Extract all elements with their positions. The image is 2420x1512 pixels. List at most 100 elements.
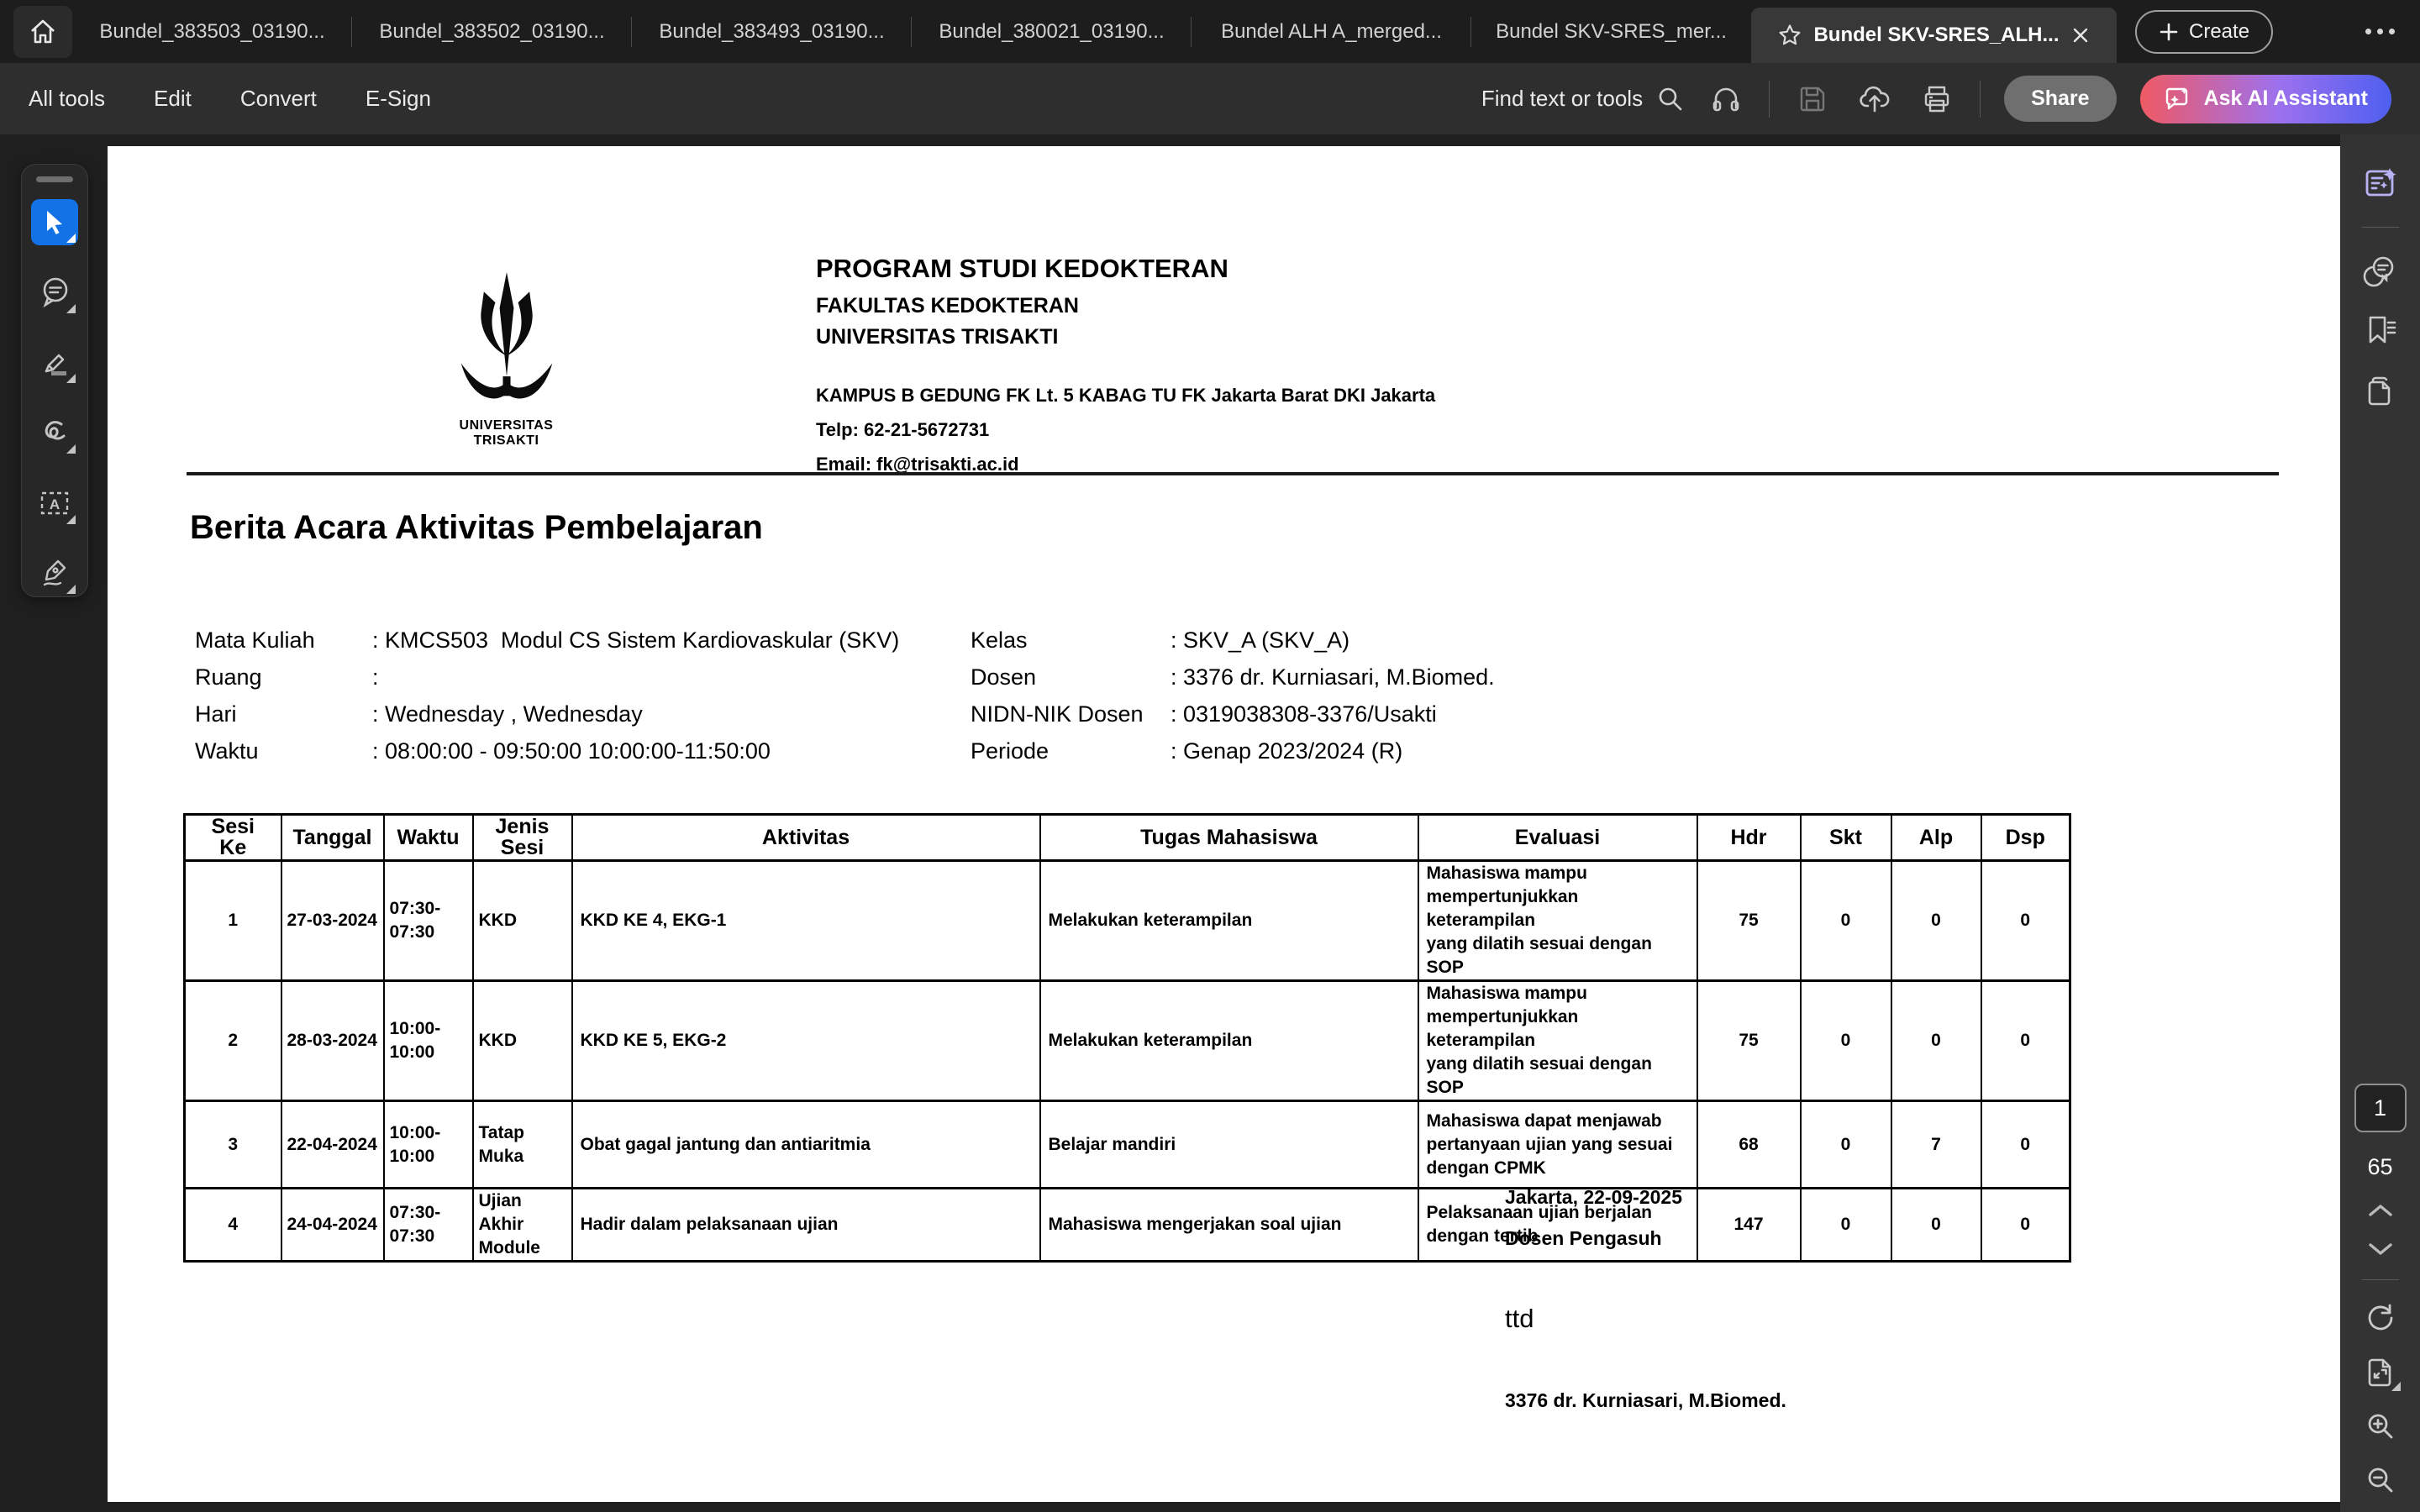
bookmarks-panel-button[interactable] (2363, 313, 2398, 349)
pages-panel-button[interactable] (2363, 374, 2398, 409)
text-box-tool-button[interactable]: A (31, 480, 78, 527)
home-icon (29, 18, 57, 46)
letterhead-university: UNIVERSITAS TRISAKTI (816, 325, 1059, 349)
tab-document-4[interactable]: Bundel_380021_03190... (912, 0, 1192, 63)
menu-convert[interactable]: Convert (239, 86, 317, 111)
letterhead-email: Email: fk@trisakti.ac.id (816, 454, 1019, 475)
next-page-button[interactable] (2366, 1241, 2395, 1257)
print-button[interactable] (1918, 80, 1956, 118)
tab-bar: Bundel_383503_03190... Bundel_383502_031… (0, 0, 2420, 63)
tab-label: Bundel_383503_03190... (99, 19, 325, 43)
close-icon[interactable] (2071, 26, 2090, 45)
fit-page-icon (2364, 1356, 2397, 1389)
quick-tools-panel: A (21, 164, 88, 597)
total-pages-label: 65 (2367, 1154, 2393, 1179)
draw-squiggle-icon (38, 416, 71, 449)
signature-name: 3376 dr. Kurniasari, M.Biomed. (1505, 1389, 1786, 1411)
tab-label: Bundel_383502_03190... (379, 19, 605, 43)
tab-label: Bundel_380021_03190... (939, 19, 1165, 43)
save-button[interactable] (1793, 80, 1832, 118)
highlighter-icon (38, 346, 71, 380)
table-row: 4 24-04-2024 07:30- 07:30 Ujian Akhir Modul… (183, 1187, 2071, 1263)
logo-caption: UNIVERSITAS TRISAKTI (459, 418, 554, 448)
signature-place-date: Jakarta, 22-09-2025 (1505, 1186, 1682, 1208)
chevron-down-icon (2366, 1241, 2395, 1257)
zoom-in-button[interactable] (2365, 1411, 2396, 1443)
tab-document-1[interactable]: Bundel_383503_03190... (72, 0, 352, 63)
headphones-icon (1711, 84, 1741, 114)
bookmark-icon (2363, 313, 2398, 349)
meta-labels-right: Kelas Dosen NIDN-NIK Dosen Periode (971, 627, 1144, 764)
draw-tool-button[interactable] (31, 409, 78, 456)
sign-tool-button[interactable] (31, 550, 78, 597)
zoom-out-button[interactable] (2365, 1465, 2396, 1497)
meta-values-right: : SKV_A (SKV_A) : 3376 dr. Kurniasari, M… (1171, 627, 1495, 764)
create-label: Create (2189, 19, 2250, 43)
save-icon (1798, 85, 1827, 113)
table-row: 1 27-03-2024 07:30- 07:30 KKD KKD KE 4, EKG-… (183, 859, 2071, 982)
menu-esign[interactable]: E-Sign (365, 86, 431, 111)
star-icon[interactable] (1778, 24, 1802, 47)
read-aloud-button[interactable] (1707, 80, 1745, 118)
search-icon (1656, 86, 1683, 113)
share-button[interactable]: Share (2004, 76, 2117, 122)
letterhead-address: KAMPUS B GEDUNG FK Lt. 5 KABAG TU FK Jak… (816, 385, 1436, 406)
plus-icon (2159, 22, 2179, 42)
letterhead-divider (187, 472, 2279, 475)
signature-role: Dosen Pengasuh (1505, 1227, 1662, 1249)
create-button[interactable]: Create (2135, 9, 2274, 54)
find-label: Find text or tools (1481, 86, 1644, 111)
home-button[interactable] (13, 5, 72, 58)
zoom-out-icon (2365, 1465, 2396, 1497)
signature-block: Jakarta, 22-09-2025 Dosen Pengasuh ttd 3… (1505, 1186, 1786, 1412)
sign-pen-icon (38, 556, 71, 590)
table-row: 3 22-04-2024 10:00- 10:00 Tatap Muka Obat ga… (183, 1100, 2071, 1189)
more-options-icon[interactable] (2365, 29, 2395, 34)
ask-ai-label: Ask AI Assistant (2203, 87, 2368, 110)
select-tool-button[interactable] (31, 198, 78, 246)
signature-ttd: ttd (1505, 1304, 1534, 1333)
tab-label: Bundel SKV-SRES_ALH... (1813, 24, 2060, 46)
menu-edit[interactable]: Edit (154, 86, 192, 111)
document-title: Berita Acara Aktivitas Pembelajaran (190, 509, 763, 546)
toolbar-menu: All tools Edit Convert E-Sign (29, 86, 431, 112)
document-viewer: UNIVERSITAS TRISAKTI PROGRAM STUDI KEDOK… (0, 134, 2420, 1512)
svg-text:A: A (50, 496, 60, 512)
tab-document-3[interactable]: Bundel_383493_03190... (632, 0, 912, 63)
meta-values-left: : KMCS503 Modul CS Sistem Kardiovaskular… (372, 627, 900, 764)
comment-icon (38, 276, 71, 309)
rotate-icon (2365, 1302, 2396, 1334)
ai-assistant-panel-button[interactable] (2362, 165, 2399, 202)
current-page-input[interactable]: 1 (2354, 1084, 2407, 1132)
cursor-icon (40, 208, 69, 237)
menu-all-tools[interactable]: All tools (29, 86, 106, 111)
upload-cloud-button[interactable] (1855, 80, 1894, 118)
pages-icon (2363, 374, 2398, 409)
upload-cloud-icon (1859, 83, 1891, 115)
printer-icon (1922, 84, 1952, 114)
panel-drag-handle[interactable] (36, 176, 73, 182)
letterhead: PROGRAM STUDI KEDOKTERAN FAKULTAS KEDOKT… (816, 254, 1435, 475)
text-box-icon: A (38, 486, 71, 520)
rotate-page-button[interactable] (2365, 1302, 2396, 1334)
tab-document-5[interactable]: Bundel ALH A_merged... (1192, 0, 1471, 63)
table-header-row: Sesi Ke Tanggal Waktu Jenis Sesi Aktivitas Tu… (183, 813, 2071, 862)
tab-document-6[interactable]: Bundel SKV-SRES_mer... (1471, 0, 1751, 63)
tab-label: Bundel_383493_03190... (659, 19, 885, 43)
session-table: Sesi Ke Tanggal Waktu Jenis Sesi Aktivitas Tu… (183, 813, 2071, 1263)
comment-tool-button[interactable] (31, 269, 78, 316)
tab-document-active[interactable]: Bundel SKV-SRES_ALH... (1751, 8, 2117, 63)
table-row: 2 28-03-2024 10:00- 10:00 KKD KKD KE 5, EKG-… (183, 979, 2071, 1102)
highlight-tool-button[interactable] (31, 339, 78, 386)
ai-chat-icon (2164, 85, 2192, 113)
previous-page-button[interactable] (2366, 1202, 2395, 1219)
zoom-in-icon (2365, 1411, 2396, 1443)
comments-panel-button[interactable] (2363, 253, 2398, 288)
pdf-page: UNIVERSITAS TRISAKTI PROGRAM STUDI KEDOK… (108, 146, 2340, 1502)
find-text-button[interactable]: Find text or tools (1481, 86, 1683, 113)
tab-document-2[interactable]: Bundel_383502_03190... (352, 0, 632, 63)
fit-page-button[interactable] (2364, 1356, 2401, 1391)
chevron-up-icon (2366, 1202, 2395, 1219)
ask-ai-button[interactable]: Ask AI Assistant (2139, 74, 2391, 123)
letterhead-program: PROGRAM STUDI KEDOKTERAN (816, 254, 1228, 283)
